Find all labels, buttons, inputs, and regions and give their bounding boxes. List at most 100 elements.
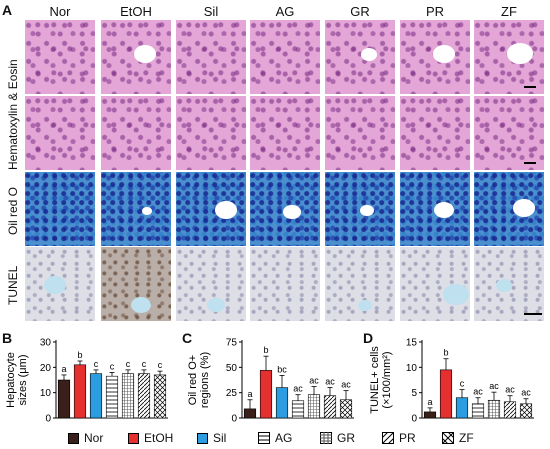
micrograph-he-high-etoh bbox=[101, 96, 171, 170]
micrograph-tunel-sil bbox=[176, 247, 246, 321]
legend-item-zf: ZF bbox=[442, 431, 474, 445]
legend-label-etoh: EtOH bbox=[144, 431, 174, 445]
bar-sil bbox=[89, 373, 103, 419]
vessel-lumen bbox=[496, 279, 512, 292]
significance-letter: a bbox=[427, 397, 432, 407]
significance-letter: ac bbox=[341, 380, 351, 390]
legend-item-pr: PR bbox=[382, 431, 416, 445]
significance-letter: ac bbox=[521, 388, 531, 398]
significance-letter: b bbox=[77, 350, 82, 360]
col-header-pr: PR bbox=[425, 4, 445, 19]
y-tick-label: 0 bbox=[411, 414, 417, 425]
col-header-sil: Sil bbox=[203, 4, 219, 19]
micrograph-he-low-zf bbox=[474, 20, 544, 94]
micrograph-tunel-zf bbox=[474, 247, 544, 321]
micrograph-tunel-gr bbox=[325, 247, 395, 321]
chart-hepatocyte-sizes: Hepatocyte sizes (μm) 0 10 20 30 a b c c c c c bbox=[5, 338, 168, 425]
legend-item-gr: GR bbox=[320, 431, 355, 445]
significance-letter: c bbox=[142, 359, 147, 369]
panel-letter-a: A bbox=[2, 2, 13, 18]
col-header-etoh: EtOH bbox=[120, 4, 152, 19]
y-tick-label: 20 bbox=[40, 363, 52, 374]
y-tick-label: 0 bbox=[45, 414, 51, 425]
micrograph-he-low-gr bbox=[325, 20, 395, 94]
legend-swatch-zf bbox=[442, 432, 454, 444]
vessel-lumen bbox=[360, 205, 374, 217]
micrograph-he-low-nor bbox=[25, 20, 95, 94]
bar-nor bbox=[423, 411, 437, 419]
significance-letter: ac bbox=[505, 385, 515, 395]
micrograph-oil-red-o-gr bbox=[325, 172, 395, 246]
y-tick-label: 5 bbox=[411, 388, 417, 399]
bar-gr bbox=[307, 394, 321, 419]
bar-gr bbox=[121, 373, 135, 419]
micrograph-he-high-pr bbox=[400, 96, 470, 170]
vessel-lumen bbox=[507, 43, 533, 64]
micrograph-oil-red-o-nor bbox=[25, 172, 95, 246]
micrograph-oil-red-o-etoh bbox=[101, 172, 171, 246]
micrograph-oil-red-o-pr bbox=[400, 172, 470, 246]
significance-letter: b bbox=[263, 345, 268, 355]
vessel-lumen bbox=[433, 45, 455, 63]
legend-swatch-etoh bbox=[128, 432, 139, 444]
significance-letter: c bbox=[158, 360, 163, 370]
legend-item-ag: AG bbox=[258, 431, 292, 445]
legend-label-sil: Sil bbox=[213, 431, 227, 445]
vessel-lumen bbox=[361, 48, 377, 61]
micrograph-oil-red-o-sil bbox=[176, 172, 246, 246]
bar-zf bbox=[153, 374, 167, 419]
scale-bar bbox=[524, 162, 536, 164]
legend-label-pr: PR bbox=[399, 431, 416, 445]
bar-gr bbox=[487, 399, 501, 419]
bar-pr bbox=[503, 401, 517, 419]
bar-zf bbox=[339, 399, 353, 419]
significance-letter: c bbox=[94, 359, 99, 369]
row-label-tunel: TUNEL bbox=[6, 265, 20, 305]
y-tick-label: 75 bbox=[226, 338, 238, 349]
bar-etoh bbox=[73, 364, 87, 419]
y-axis-label-line1: Hepatocyte bbox=[5, 352, 17, 408]
col-header-gr: GR bbox=[350, 4, 370, 19]
vessel-lumen bbox=[44, 276, 66, 294]
legend-swatch-ag bbox=[258, 432, 270, 444]
significance-letter: a bbox=[247, 389, 252, 399]
vessel-lumen bbox=[131, 297, 151, 313]
legend-swatch-sil bbox=[197, 432, 208, 444]
y-tick-label: 0 bbox=[231, 414, 237, 425]
scale-bar bbox=[524, 86, 536, 88]
vessel-lumen bbox=[142, 207, 152, 215]
row-label-he: Hematoxylin & Eosin bbox=[6, 59, 20, 170]
y-tick-label: 25 bbox=[226, 388, 238, 399]
legend: Nor EtOH Sil AG GR PR ZF bbox=[0, 431, 550, 447]
significance-letter: a bbox=[61, 364, 66, 374]
micrograph-he-low-ag bbox=[250, 20, 320, 94]
significance-letter: ac bbox=[489, 381, 499, 391]
micrograph-he-low-sil bbox=[176, 20, 246, 94]
bar-ag bbox=[105, 375, 119, 419]
legend-item-etoh: EtOH bbox=[128, 431, 173, 445]
legend-swatch-pr bbox=[382, 432, 394, 444]
bar-sil bbox=[275, 387, 289, 419]
panel-letter-c: C bbox=[182, 330, 193, 346]
y-tick-label: 15 bbox=[406, 338, 418, 349]
bar-etoh bbox=[259, 370, 273, 419]
legend-label-zf: ZF bbox=[459, 431, 474, 445]
bar-zf bbox=[519, 403, 533, 419]
legend-swatch-gr bbox=[320, 432, 332, 444]
micrograph-he-low-etoh bbox=[101, 20, 171, 94]
significance-letter: c bbox=[126, 359, 131, 369]
vessel-lumen bbox=[513, 199, 535, 217]
micrograph-he-high-sil bbox=[176, 96, 246, 170]
micrograph-tunel-pr bbox=[400, 247, 470, 321]
col-header-ag: AG bbox=[275, 4, 295, 19]
y-axis-label-line2: regions (%) bbox=[199, 352, 211, 408]
micrograph-tunel-etoh bbox=[101, 247, 171, 321]
bar-nor bbox=[57, 379, 71, 419]
y-axis-label-line2: (×100/mm²) bbox=[381, 351, 393, 408]
y-tick-label: 50 bbox=[226, 363, 238, 374]
vessel-lumen bbox=[443, 284, 469, 305]
vessel-lumen bbox=[215, 201, 237, 219]
bar-etoh bbox=[439, 369, 453, 419]
